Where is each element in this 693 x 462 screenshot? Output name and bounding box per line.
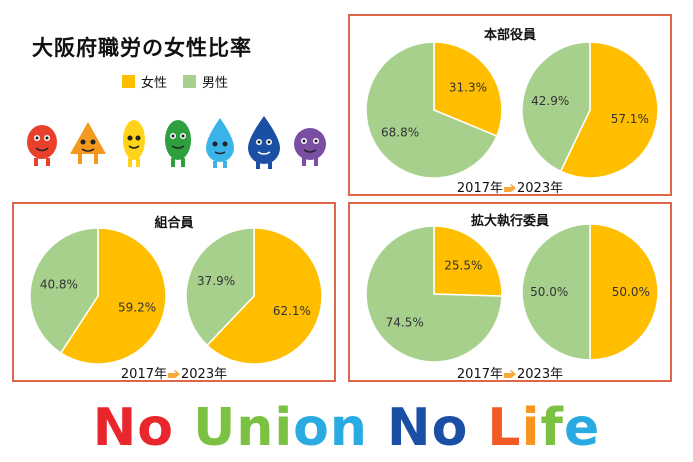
pie-slice-male: [365, 41, 498, 179]
pie-chart-2017: 31.3% 68.8%: [365, 41, 503, 179]
pie-slice-label: 25.5%: [444, 259, 482, 273]
year-caption: 2017年 2023年: [350, 363, 670, 382]
panel-title: 組合員: [154, 216, 194, 231]
pie-slice-male: [521, 41, 591, 173]
pie-chart-2017: 59.2% 40.8%: [29, 227, 167, 365]
year-from: 2017年: [120, 367, 167, 382]
slogan-letter: U: [193, 398, 237, 458]
red-mascot-icon: [27, 125, 57, 166]
pointing-hand-icon: [504, 370, 516, 379]
pie-slice-label: 40.8%: [40, 277, 78, 291]
pie-slice-male: [365, 225, 503, 363]
slogan-letter: e: [564, 398, 601, 458]
pie-slice-label: 37.9%: [197, 274, 235, 288]
slogan-letter: i: [521, 398, 541, 458]
pie-slice-label: 68.8%: [381, 126, 419, 140]
blue-mascot-icon: [248, 116, 280, 169]
legend-swatch-female: [122, 75, 135, 88]
page-title: 大阪府職労の女性比率: [32, 36, 252, 60]
pointing-hand-icon: [504, 184, 516, 193]
panel-title: 拡大執行委員: [470, 214, 549, 229]
orange-mascot-icon: [70, 122, 106, 164]
slogan-letter: n: [236, 398, 275, 458]
slogan-letter: N: [387, 398, 432, 458]
pie-slice-female: [59, 227, 167, 365]
year-from: 2017年: [456, 367, 503, 382]
slogan-letter: o: [137, 398, 174, 458]
pie-slice-label: 59.2%: [118, 301, 156, 315]
panel-title: 本部役員: [483, 28, 536, 43]
legend: 女性 男性: [122, 72, 228, 91]
pointing-hand-icon: [168, 370, 180, 379]
green-mascot-icon: [165, 120, 191, 167]
pie-slice-male: [521, 223, 591, 361]
pie-chart-2017: 25.5% 74.5%: [365, 225, 503, 363]
year-caption: 2017年 2023年: [350, 177, 670, 196]
slogan-letter: i: [274, 398, 294, 458]
pie-slice-label: 57.1%: [611, 112, 649, 126]
yellow-mascot-icon: [123, 120, 145, 167]
pie-slice-female: [589, 223, 659, 361]
slogan: No Union No Life: [0, 398, 693, 458]
pie-slice-male: [29, 227, 99, 354]
legend-label-male: 男性: [202, 76, 229, 91]
pie-chart-2023: 50.0% 50.0%: [521, 223, 659, 361]
slogan-letter: N: [92, 398, 138, 458]
pie-slice-label: 50.0%: [530, 285, 568, 299]
pie-slice-label: 50.0%: [612, 285, 650, 299]
pie-slice-female: [206, 227, 323, 365]
slogan-letter: o: [293, 398, 330, 458]
pie-slice-label: 31.3%: [449, 80, 487, 94]
slogan-letter: f: [540, 398, 565, 458]
legend-label-female: 女性: [141, 76, 168, 91]
slogan-letter: o: [431, 398, 469, 458]
pie-slice-label: 62.1%: [273, 304, 311, 318]
panel-executives: 本部役員 31.3% 68.8% 57.1% 42.9% 2017年 2023年: [348, 14, 672, 196]
year-caption: 2017年 2023年: [14, 363, 334, 382]
slogan-letter: L: [487, 398, 522, 458]
pie-slice-label: 74.5%: [386, 315, 424, 329]
year-to: 2023年: [517, 181, 564, 196]
mascots-group: [27, 116, 326, 169]
year-from: 2017年: [456, 181, 503, 196]
pie-slice-label: 42.9%: [531, 94, 569, 108]
year-to: 2023年: [181, 367, 228, 382]
pie-slice-female: [559, 41, 659, 179]
year-to: 2023年: [517, 367, 564, 382]
panel-members: 組合員 59.2% 40.8% 62.1% 37.9% 2017年 2023年: [12, 202, 336, 382]
light-blue-mascot-icon: [206, 118, 234, 168]
legend-swatch-male: [183, 75, 197, 88]
pie-chart-2023: 62.1% 37.9%: [185, 227, 323, 365]
pie-slice-male: [185, 227, 255, 347]
pie-slice-female: [433, 225, 503, 297]
purple-mascot-icon: [294, 128, 326, 166]
panel-extended-committee: 拡大執行委員 25.5% 74.5% 50.0% 50.0% 2017年 2023年: [348, 202, 672, 382]
pie-slice-female: [433, 41, 503, 138]
slogan-letter: n: [329, 398, 368, 458]
pie-chart-2023: 57.1% 42.9%: [521, 41, 659, 179]
